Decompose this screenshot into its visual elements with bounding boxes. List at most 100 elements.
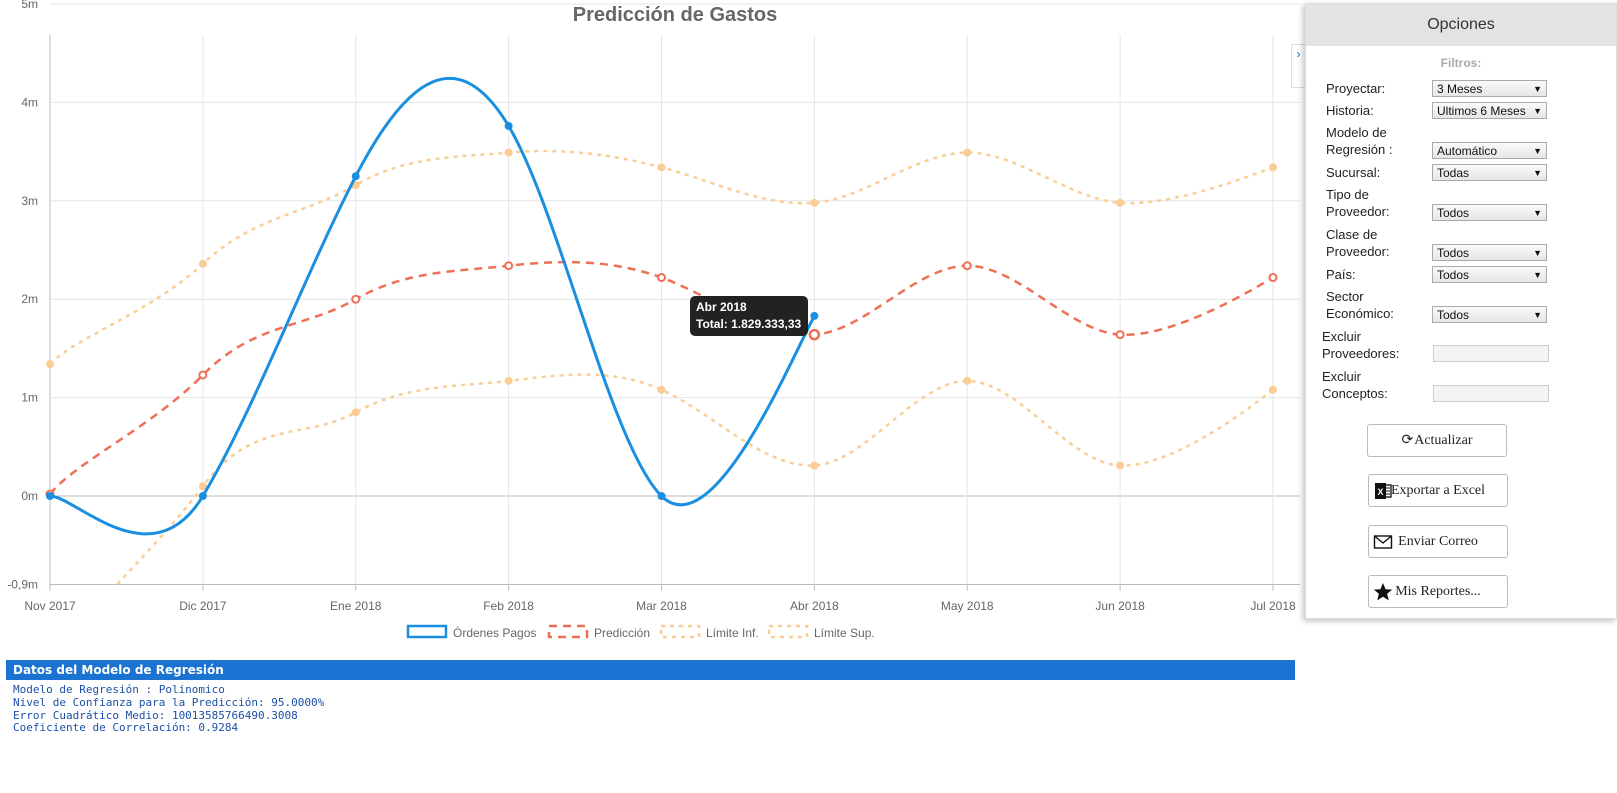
x-tick-label: Nov 2017 — [24, 599, 76, 613]
options-panel: Opciones Filtros: Proyectar: 3 Meses ▼ Hi… — [1305, 3, 1617, 619]
y-tick-label: 0m — [21, 489, 38, 503]
clase-label-1: Clase de — [1326, 227, 1378, 242]
proyectar-value: 3 Meses — [1437, 82, 1483, 96]
chart-area: 5m 4m 3m 2m 1m 0m -0,9m Nov 2017 Dic 2017 Ene 201… — [7, 0, 1300, 640]
modelo-label: Modelo de Regresión : — [1326, 124, 1392, 158]
modelo-value: Automático — [1437, 144, 1498, 158]
dropdown-arrow-icon: ▼ — [1533, 270, 1542, 280]
x-tick-label: Feb 2018 — [483, 599, 534, 613]
tipo-proveedor-label: Tipo de Proveedor: — [1326, 186, 1390, 220]
hover-point — [808, 328, 821, 341]
excluir-conc-label-1: Excluir — [1322, 369, 1362, 384]
legend-swatch — [659, 624, 701, 639]
dropdown-arrow-icon: ▼ — [1533, 84, 1542, 94]
x-tick-label: Dic 2017 — [179, 599, 227, 613]
actualizar-button[interactable]: ⟳ Actualizar — [1367, 424, 1507, 457]
svg-text:X: X — [1377, 487, 1383, 497]
clase-label-2: Proveedor: — [1326, 244, 1390, 259]
series-point — [1268, 273, 1278, 283]
dropdown-arrow-icon: ▼ — [1533, 310, 1542, 320]
legend-swatch — [547, 624, 589, 639]
series-point — [657, 273, 666, 283]
sucursal-value: Todas — [1437, 166, 1470, 180]
star-icon — [1373, 583, 1393, 601]
series-point — [198, 259, 207, 268]
model-line: Coeficiente de Correlación: 0.9284 — [13, 721, 239, 735]
series-point — [46, 492, 54, 500]
mis-reportes-button[interactable]: Mis Reportes... — [1368, 575, 1508, 608]
series-point — [351, 294, 361, 304]
dropdown-arrow-icon: ▼ — [1533, 248, 1542, 258]
sector-label: Sector Económico: — [1326, 288, 1394, 322]
mis-reportes-label: Mis Reportes... — [1395, 583, 1481, 599]
series-point — [351, 408, 360, 417]
clase-proveedor-select[interactable]: Todos ▼ — [1432, 244, 1547, 261]
series-point — [504, 261, 514, 271]
legend-label: Predicción — [594, 626, 650, 640]
tipo-label-1: Tipo de — [1326, 187, 1369, 202]
series-point — [504, 148, 513, 157]
excluir-proveedores-input[interactable] — [1433, 345, 1549, 362]
series-point — [46, 360, 54, 369]
chart-tooltip: Abr 2018 Total: 1.829.333,33 — [690, 296, 808, 336]
x-tick-label: Jun 2018 — [1095, 599, 1145, 613]
excluir-proveedores-label: Excluir Proveedores: — [1322, 328, 1399, 362]
y-tick-label: 5m — [21, 0, 38, 11]
exportar-excel-label: Exportar a Excel — [1390, 482, 1486, 498]
x-tick-label: May 2018 — [941, 599, 994, 613]
series-point — [198, 492, 207, 500]
chevron-right-icon[interactable]: › — [1291, 44, 1305, 88]
series-point — [962, 261, 972, 271]
legend-label: Órdenes Pagos — [453, 625, 536, 640]
excluir-prov-label-2: Proveedores: — [1322, 346, 1400, 361]
pais-select[interactable]: Todos ▼ — [1432, 266, 1547, 283]
tipo-value: Todos — [1437, 206, 1470, 220]
series-point — [504, 122, 513, 131]
series-point — [810, 461, 819, 470]
dropdown-arrow-icon: ▼ — [1533, 208, 1542, 218]
excluir-conceptos-label: Excluir Conceptos: — [1322, 368, 1388, 402]
proyectar-label: Proyectar: — [1326, 81, 1386, 96]
excluir-conceptos-input[interactable] — [1433, 385, 1549, 402]
legend-label: Límite Sup. — [814, 626, 875, 640]
series-point — [810, 198, 819, 207]
x-tick-label: Jul 2018 — [1250, 599, 1296, 613]
series-point — [198, 482, 207, 491]
series-line — [115, 373, 1274, 585]
modelo-label-1: Modelo de — [1326, 125, 1387, 140]
model-header: Datos del Modelo de Regresión — [6, 660, 1295, 680]
filters-label: Filtros: — [1440, 56, 1482, 70]
actualizar-label: Actualizar — [1414, 432, 1473, 448]
sector-label-2: Económico: — [1326, 306, 1394, 321]
exportar-excel-button[interactable]: X Exportar a Excel — [1368, 474, 1508, 507]
series-point — [1269, 385, 1277, 394]
modelo-select[interactable]: Automático ▼ — [1432, 142, 1547, 159]
tooltip-title: Abr 2018 — [696, 300, 747, 314]
x-tick-label: Abr 2018 — [790, 599, 839, 613]
chart-svg: 5m 4m 3m 2m 1m 0m -0,9m Nov 2017 Dic 2017 Ene 201… — [7, 0, 1300, 640]
series-point — [351, 172, 360, 181]
tipo-proveedor-select[interactable]: Todos ▼ — [1432, 204, 1547, 221]
sector-select[interactable]: Todos ▼ — [1432, 306, 1547, 323]
series-point — [1116, 198, 1125, 207]
excluir-conc-label-2: Conceptos: — [1322, 386, 1388, 401]
mail-icon — [1373, 535, 1393, 549]
excel-icon: X — [1375, 483, 1392, 499]
series-point — [1269, 163, 1277, 172]
series-point — [657, 492, 666, 500]
pais-label: País: — [1326, 267, 1356, 282]
y-tick-label: 1m — [21, 391, 38, 405]
sucursal-select[interactable]: Todas ▼ — [1432, 164, 1547, 181]
historia-select[interactable]: Ultimos 6 Meses ▼ — [1432, 102, 1547, 119]
clase-value: Todos — [1437, 246, 1470, 260]
series-point — [963, 376, 972, 385]
series-point — [810, 311, 819, 320]
proyectar-select[interactable]: 3 Meses ▼ — [1432, 80, 1547, 97]
series-point — [504, 376, 513, 385]
legend-swatch — [406, 624, 448, 639]
tooltip-body: Total: 1.829.333,33 — [696, 317, 802, 331]
x-tick-label: Mar 2018 — [636, 599, 687, 613]
y-tick-label: -0,9m — [7, 578, 38, 592]
tipo-label-2: Proveedor: — [1326, 204, 1390, 219]
enviar-correo-button[interactable]: Enviar Correo — [1368, 525, 1508, 558]
